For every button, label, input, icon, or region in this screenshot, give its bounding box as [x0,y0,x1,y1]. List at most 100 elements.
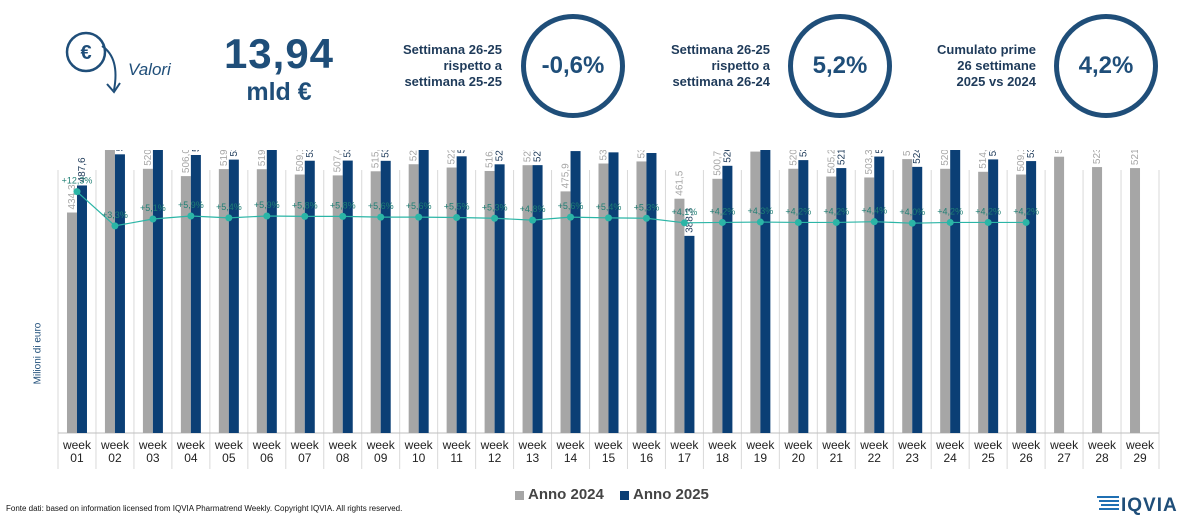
growth-point [491,215,498,222]
growth-point [187,212,194,219]
x-tick-label: 06 [260,451,274,465]
bar-2025 [153,150,163,433]
growth-label: +4,2% [823,206,849,216]
x-tick-label: week [859,438,889,452]
x-tick-label: week [783,438,813,452]
growth-point [643,215,650,222]
x-tick-label: week [593,438,623,452]
bar-2025 [646,153,656,433]
growth-label: +4,8% [520,204,546,214]
bar-label-2025: 529,2 [495,150,506,161]
growth-point [681,219,688,226]
x-tick-label: week [1011,438,1041,452]
growth-label: +5,6% [368,201,394,211]
x-tick-label: 22 [868,451,882,465]
kpi3-line2: 26 settimane [886,58,1036,74]
bar-2025 [115,154,125,433]
growth-label: +5,3% [482,202,508,212]
legend-label-2025: Anno 2025 [633,486,709,503]
svg-text:IQVIA: IQVIA [1121,495,1178,516]
bar-label-2025: 524,2 [912,150,923,164]
bar-2024 [1092,167,1102,433]
bar-label-2025: 536,6 [343,150,354,158]
growth-label: +4,3% [747,206,773,216]
growth-point [111,222,118,229]
legend-swatch-2024 [515,491,524,500]
growth-label: +5,1% [140,203,166,213]
bar-label-2024: 475,9 [561,163,572,188]
bar-2024 [1130,168,1140,433]
x-tick-label: week [935,438,965,452]
growth-label: +5,8% [330,200,356,210]
x-tick-label: 28 [1095,451,1109,465]
bar-2025 [191,155,201,433]
growth-label: +5,9% [178,200,204,210]
x-tick-label: 11 [450,451,463,465]
svg-text:€: € [80,42,91,64]
growth-point [1023,219,1030,226]
growth-point [225,214,232,221]
kpi2-description: Settimana 26-25 rispetto a settimana 26-… [620,42,770,90]
bar-2025 [950,150,960,433]
source-note: Fonte dati: based on information license… [6,504,402,513]
bar-2024 [750,152,760,433]
growth-point [453,214,460,221]
x-tick-label: week [62,438,92,452]
x-tick-label: 23 [906,451,920,465]
growth-point [871,218,878,225]
growth-label: +4,2% [937,206,963,216]
x-tick-label: 25 [981,451,995,465]
bar-2025 [684,236,694,433]
x-tick-label: week [442,438,472,452]
x-tick-label: week [973,438,1003,452]
iqvia-logo: IQVIA [1097,490,1197,521]
x-tick-label: 19 [754,451,768,465]
legend-item-2025: Anno 2025 [620,486,709,503]
bar-2025 [988,159,998,433]
growth-point [301,213,308,220]
bar-label-2024: 520,4 [940,150,951,166]
bar-label-2025: 535,6 [1026,150,1037,158]
bar-2025 [267,150,277,433]
bar-label-2024: 506,0 [181,150,192,173]
kpi3-description: Cumulato prime 26 settimane 2025 vs 2024 [886,42,1036,90]
growth-point [415,214,422,221]
growth-label: +4,2% [1013,206,1039,216]
growth-label: +5,4% [596,202,622,212]
growth-point [149,216,156,223]
x-tick-label: 10 [412,451,426,465]
bar-label-2024: 530,8 [599,150,610,161]
bar-label-2025: 548,9 [115,150,126,151]
x-tick-label: week [897,438,927,452]
bar-label-2025: 544,5 [874,150,885,154]
growth-point [263,212,270,219]
x-tick-label: 15 [602,451,616,465]
bar-label-2024: 521,8 [1130,150,1141,165]
bar-2024 [105,150,115,433]
x-tick-label: 03 [146,451,160,465]
x-tick-label: week [480,438,510,452]
growth-label: +3,3% [102,210,128,220]
bar-label-2025: 547,6 [191,150,202,152]
bar-label-2024: 520,4 [143,150,154,166]
bar-2025 [457,156,467,433]
total-value: 13,94 [214,30,344,78]
bar-2025 [874,157,884,433]
kpi2-line2: rispetto a [620,58,770,74]
kpi3-line3: 2025 vs 2024 [886,74,1036,90]
bar-2024 [674,199,684,433]
bar-2024 [902,159,912,433]
valori-label: Valori [128,60,171,80]
growth-point [339,213,346,220]
bar-label-2025: 526,3 [722,150,733,163]
growth-point [985,219,992,226]
x-tick-label: 05 [222,451,236,465]
x-tick-label: week [214,438,244,452]
bar-label-2025: 536,3 [305,150,316,158]
growth-point [833,219,840,226]
bar-label-2025: 521,8 [836,150,847,165]
growth-label: +12,3% [62,176,93,186]
x-tick-label: 16 [640,451,654,465]
bar-2025 [798,160,808,433]
weekly-sales-chart: 434,3568,8520,4506,0519,8519,6509,1507,4… [0,150,1203,475]
